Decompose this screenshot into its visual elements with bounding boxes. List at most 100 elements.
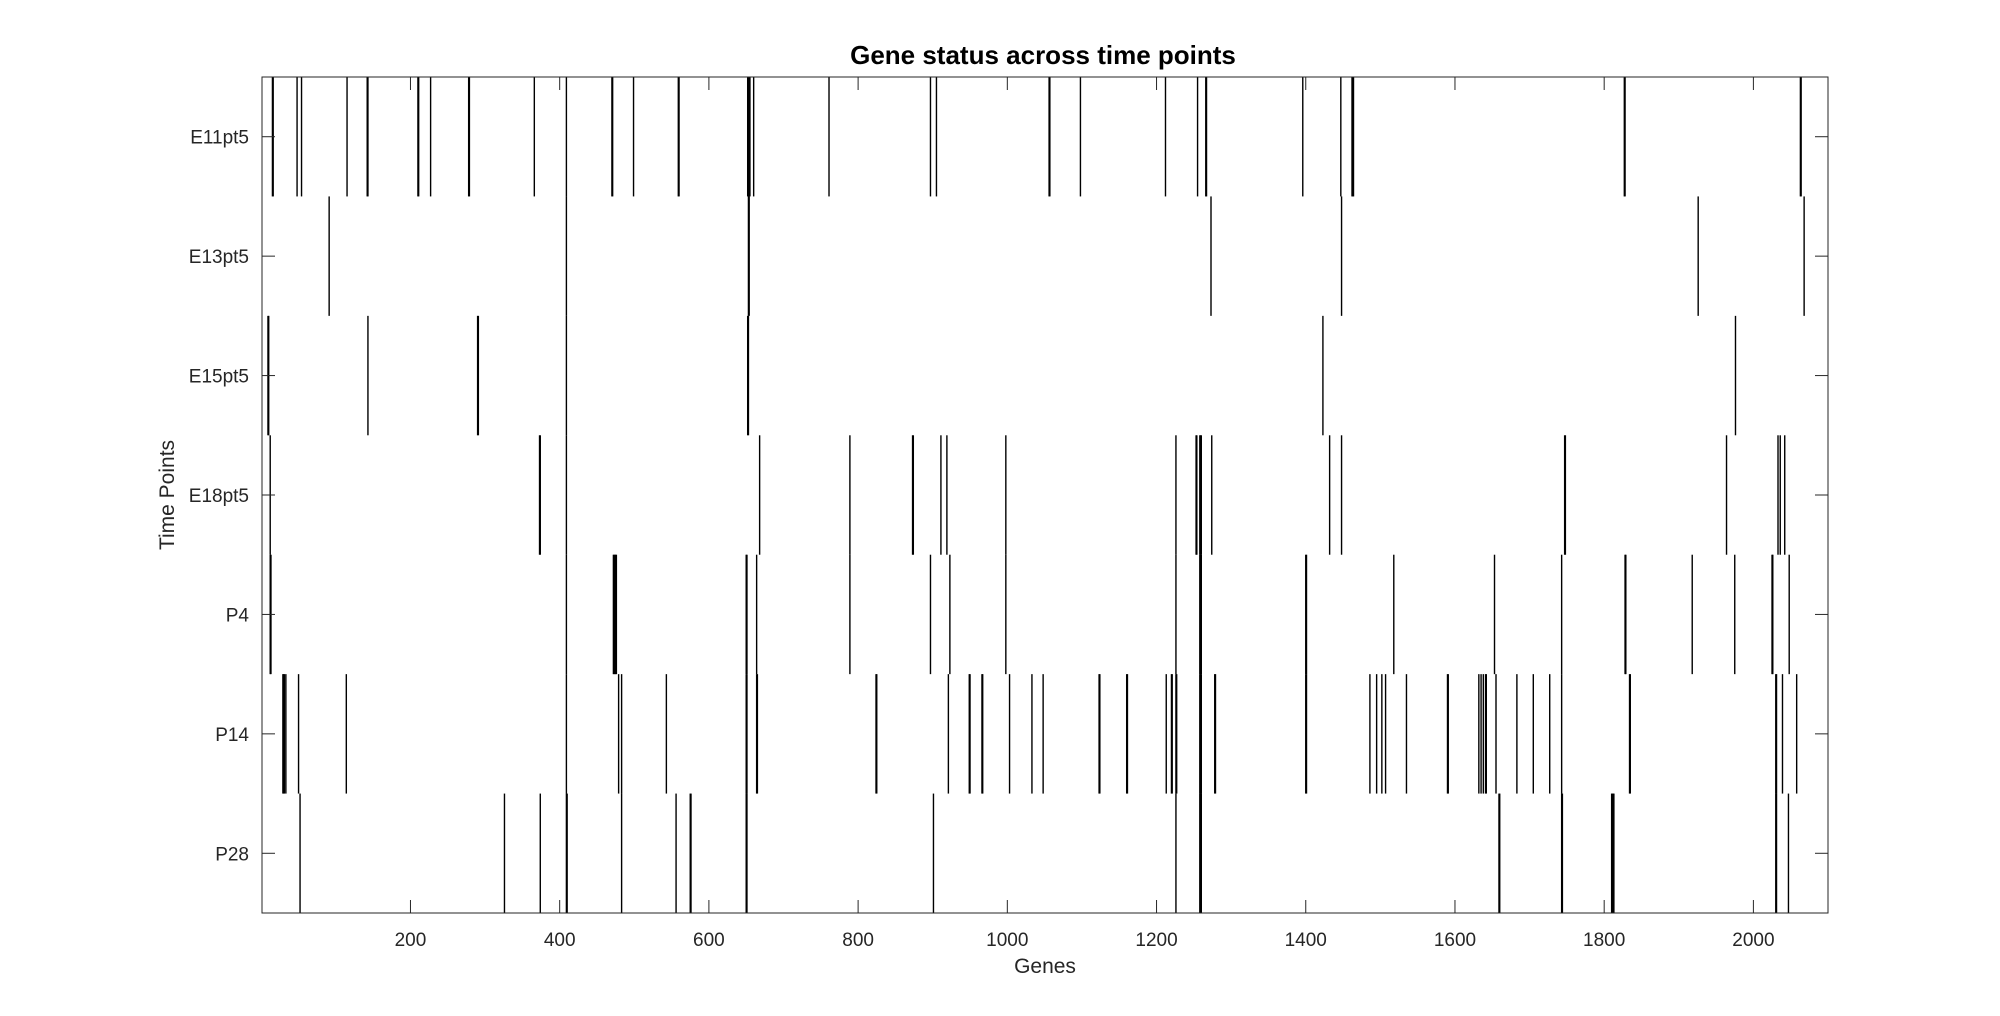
heatmap-cell-P28-13	[1199, 793, 1201, 913]
heatmap-cell-E11pt5-20	[747, 77, 750, 197]
heatmap-cell-P4-24	[1624, 554, 1626, 675]
heatmap-cell-E11pt5-17	[677, 77, 680, 197]
heatmap-cell-E11pt5-29	[1079, 77, 1082, 197]
y-tick-label-E11pt5: E11pt5	[190, 128, 249, 149]
heatmap-cell-P4-18	[1200, 554, 1202, 675]
heatmap-cell-E11pt5-8	[417, 77, 420, 197]
x-tick-label-800: 800	[842, 930, 874, 951]
heatmap-cell-P14-59	[1775, 674, 1777, 794]
heatmap-cell-E13pt5-5	[1340, 196, 1343, 316]
heatmap-cell-E11pt5-26	[935, 77, 938, 197]
heatmap-cell-P14-12	[755, 674, 758, 794]
heatmap-cell-P14-16	[947, 674, 950, 794]
heatmap-cell-P28-5	[620, 793, 623, 913]
heatmap-cell-P14-32	[1175, 674, 1178, 794]
heatmap-cell-E11pt5-36	[1351, 77, 1353, 197]
heatmap-cell-P28-21	[1611, 793, 1614, 913]
heatmap-cell-P14-11	[746, 674, 748, 794]
heatmap-cell-P14-55	[1549, 674, 1551, 794]
heatmap-cell-E18pt5-17	[1211, 435, 1213, 555]
heatmap-cell-P14-31	[1175, 674, 1177, 794]
heatmap-cell-E11pt5-6	[367, 77, 369, 197]
heatmap-cell-E18pt5-21	[1564, 435, 1567, 555]
heatmap-cell-P4-29	[1772, 554, 1774, 675]
heatmap-cell-P14-34	[1199, 674, 1202, 794]
heatmap-cell-P4-6	[614, 554, 617, 675]
heatmap-cell-P14-56	[1560, 674, 1563, 794]
heatmap-cell-P28-22	[1612, 793, 1614, 913]
x-tick-label-1800: 1800	[1583, 930, 1625, 951]
heatmap-cell-P4-25	[1625, 554, 1627, 675]
heatmap-cell-P28-10	[746, 793, 748, 913]
heatmap-cell-E18pt5-14	[1199, 435, 1201, 555]
heatmap-cell-E13pt5-7	[1803, 196, 1805, 316]
heatmap-cell-P4-5	[614, 554, 616, 675]
heatmap-cell-P4-12	[929, 554, 932, 675]
heatmap-cell-P4-13	[949, 554, 951, 675]
heatmap-cell-E13pt5-1	[565, 196, 568, 316]
heatmap-cell-E18pt5-20	[1563, 435, 1566, 555]
heatmap-cell-P28-17	[1499, 793, 1501, 913]
heatmap-cell-P14-1	[282, 674, 285, 794]
heatmap-cell-E15pt5-8	[1322, 315, 1324, 436]
heatmap-cell-P14-26	[1125, 674, 1128, 794]
heatmap-cell-P14-5	[345, 674, 348, 794]
heatmap-cell-E11pt5-41	[1799, 77, 1802, 197]
heatmap-cell-E11pt5-15	[611, 77, 614, 197]
heatmap-cell-E15pt5-3	[476, 315, 479, 436]
heatmap-cell-E11pt5-21	[748, 77, 750, 197]
heatmap-cell-P4-30	[1788, 554, 1790, 675]
heatmap-cell-E13pt5-0	[328, 196, 330, 316]
x-axis: 200 400 600 800 1000 1200 1400 1600 1800 2000	[395, 77, 1775, 951]
heatmap-cell-E18pt5-10	[1005, 435, 1007, 555]
heatmap-cell-P14-0	[282, 674, 284, 794]
heatmap-cell-P4-9	[746, 554, 748, 675]
heatmap-cell-E11pt5-30	[1164, 77, 1167, 197]
heatmap-cell-E15pt5-9	[1734, 315, 1737, 436]
heatmap-cell-E18pt5-25	[1784, 435, 1786, 555]
heatmap-cell-P14-29	[1170, 674, 1173, 794]
heatmap-cell-E11pt5-4	[346, 77, 348, 197]
heatmap-cell-P14-21	[1008, 674, 1011, 794]
heatmap-cell-P28-0	[299, 793, 301, 913]
heatmap-cell-P14-13	[756, 674, 759, 794]
heatmap-cell-P14-6	[565, 674, 568, 794]
heatmap-cell-P28-19	[1561, 793, 1564, 913]
heatmap-cell-P4-22	[1493, 554, 1496, 675]
heatmap-cell-E11pt5-11	[468, 77, 471, 197]
heatmap-cell-E11pt5-16	[632, 77, 635, 197]
heatmap-cell-P14-40	[1369, 674, 1371, 794]
heatmap-cell-E11pt5-24	[828, 77, 830, 197]
heatmap-cell-E13pt5-2	[747, 196, 750, 316]
heatmap-cell-P28-4	[566, 793, 568, 913]
heatmap-cell-E18pt5-7	[912, 435, 915, 555]
heatmap-cell-P4-3	[612, 554, 615, 675]
y-tick-label-E15pt5: E15pt5	[189, 367, 249, 388]
heatmap-cell-P4-19	[1305, 554, 1307, 675]
heatmap-cell-P14-2	[283, 674, 286, 794]
heatmap-cell-P14-39	[1305, 674, 1308, 794]
plot-area	[261, 76, 1829, 914]
heatmap-cell-P14-57	[1628, 674, 1631, 794]
heatmap-cell-E11pt5-7	[417, 77, 419, 197]
heatmap-cell-P4-8	[745, 554, 747, 675]
heatmap-cell-P4-14	[1005, 554, 1007, 675]
heatmap-cell-P14-7	[617, 674, 620, 794]
heatmap-cell-P14-28	[1165, 674, 1167, 794]
heatmap-cell-P28-20	[1610, 793, 1613, 913]
heatmap-cell-E18pt5-23	[1777, 435, 1779, 555]
heatmap-cell-E11pt5-27	[1048, 77, 1050, 197]
heatmap-cell-E18pt5-15	[1199, 435, 1202, 555]
heatmap-cell-P4-16	[1199, 554, 1201, 675]
heatmap-cell-E11pt5-25	[929, 77, 932, 197]
heatmap-cell-P14-62	[1795, 674, 1798, 794]
heatmap-cell-E18pt5-9	[946, 435, 948, 555]
heatmap-cell-P28-23	[1613, 793, 1615, 913]
heatmap-cell-E18pt5-4	[758, 435, 761, 555]
heatmap-cell-P14-46	[1447, 674, 1449, 794]
heatmap-cell-P28-7	[689, 793, 691, 913]
heatmap-cell-P14-14	[875, 674, 877, 794]
heatmap-cell-P14-58	[1629, 674, 1631, 794]
heatmap-cell-E15pt5-7	[747, 315, 750, 436]
